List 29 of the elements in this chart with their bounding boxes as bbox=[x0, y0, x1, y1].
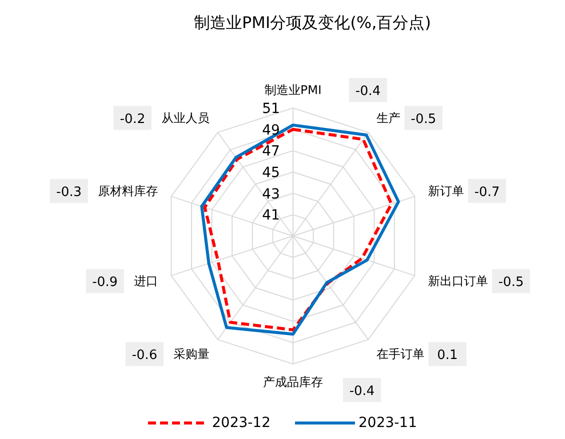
text: -0.2 bbox=[120, 112, 146, 127]
spoke-label: 在手订单 bbox=[376, 347, 424, 362]
text: -0.7 bbox=[474, 184, 500, 200]
spoke-label: 原材料库存 bbox=[98, 184, 158, 198]
legend-label: 2023-11 bbox=[358, 415, 417, 431]
spoke-label: 新出口订单 bbox=[428, 274, 488, 288]
spoke-label: 从业人员 bbox=[162, 110, 210, 125]
text: -0.6 bbox=[132, 348, 158, 364]
spoke-label: 生产 bbox=[376, 110, 400, 125]
spoke-label: 产成品库存 bbox=[263, 375, 323, 389]
spoke-label: 新订单 bbox=[428, 184, 464, 198]
y-tick-label: 41 bbox=[262, 208, 280, 224]
y-tick-label: 43 bbox=[262, 186, 280, 202]
spoke-label: 制造业PMI bbox=[264, 83, 322, 97]
text: -0.4 bbox=[349, 384, 375, 399]
y-tick-label: 47 bbox=[262, 144, 280, 160]
text: -0.4 bbox=[355, 84, 381, 99]
text: -0.3 bbox=[56, 184, 82, 200]
chart-title: 制造业PMI分项及变化(%,百分点) bbox=[193, 12, 432, 34]
y-tick-label: 45 bbox=[262, 165, 280, 181]
text: 0.1 bbox=[437, 348, 458, 364]
spoke-label: 进口 bbox=[134, 274, 158, 288]
text: -0.9 bbox=[92, 275, 118, 290]
text: -0.5 bbox=[410, 112, 436, 127]
spoke-label: 采购量 bbox=[174, 347, 210, 362]
legend-label: 2023-12 bbox=[212, 415, 270, 431]
y-tick-label: 49 bbox=[262, 122, 280, 138]
y-tick-label: 51 bbox=[262, 101, 280, 117]
text: -0.5 bbox=[498, 275, 524, 290]
